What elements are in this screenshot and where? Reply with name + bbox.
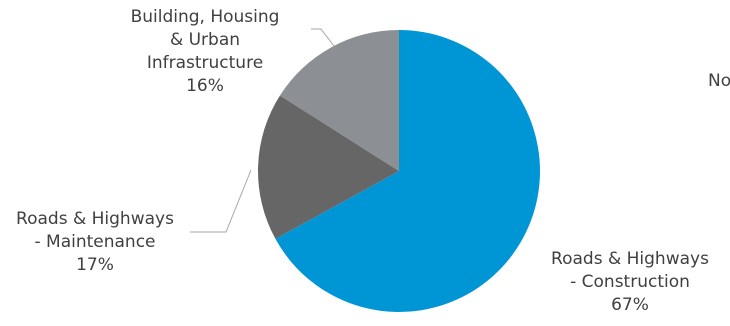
label-line: Infrastructure — [146, 53, 264, 73]
percent-label: 17% — [76, 255, 114, 275]
slice-label-roads-maintenance: Roads & Highways - Maintenance 17% — [0, 208, 190, 277]
slice-label-building-housing: Building, Housing & Urban Infrastructure… — [105, 6, 305, 98]
pie-slice-roads-maintenance — [258, 95, 399, 239]
leader-line-building — [311, 28, 335, 47]
leader-line-maintenance — [190, 169, 252, 233]
pie-slice-roads-construction — [275, 30, 540, 312]
partial-label: No — [708, 71, 730, 91]
percent-label: 16% — [186, 76, 224, 96]
slice-label-roads-construction: Roads & Highways - Construction 67% — [520, 248, 730, 317]
percent-label: 67% — [611, 295, 649, 315]
label-line: - Maintenance — [34, 232, 156, 252]
label-line: Roads & Highways — [551, 249, 709, 269]
label-line: Building, Housing — [130, 7, 280, 27]
pie-slice-building-housing — [279, 30, 399, 171]
label-line: & Urban — [169, 30, 241, 50]
label-line: Roads & Highways — [16, 209, 174, 229]
label-line: - Construction — [570, 272, 690, 292]
